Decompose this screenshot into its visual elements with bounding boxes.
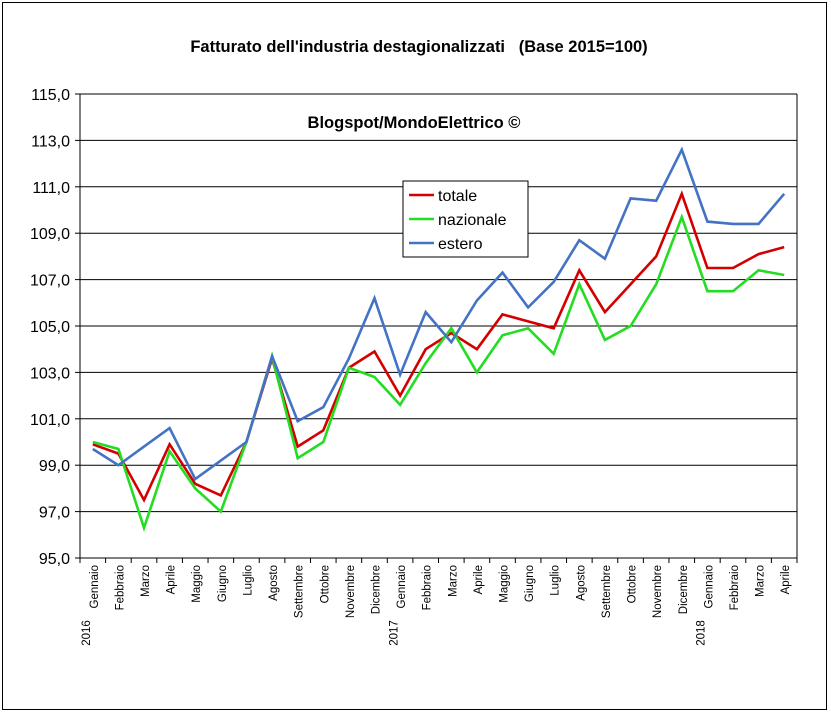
x-tick-label: Febbraio [729,565,741,610]
y-tick-label: 113,0 [31,133,70,150]
x-tick-label: Marzo [140,565,152,597]
x-tick-label: Febbraio [114,565,126,610]
x-tick-label: Luglio [550,565,562,596]
line-chart: Fatturato dell'industria destagionalizza… [30,38,798,646]
x-tick-label: Dicembre [678,565,690,614]
x-tick-label: Novembre [652,565,664,618]
x-tick-label: Giugno [217,565,229,602]
y-tick-label: 99,0 [39,458,70,475]
x-tick-label: Maggio [499,565,511,603]
legend-label: nazionale [438,212,507,229]
legend-label: totale [438,188,477,205]
x-tick-label: Gennaio [396,565,408,608]
legend: totale nazionale estero [402,180,529,258]
year-labels: 2016 2017 2018 [81,620,708,646]
x-tick-label: Febbraio [422,565,434,610]
x-tick-label: Maggio [191,565,203,603]
y-tick-label: 97,0 [39,505,70,522]
y-tick-label: 101,0 [30,412,70,429]
x-tick-label: Marzo [755,565,767,597]
series-line-estero [92,146,786,482]
x-tick-label: Aprile [166,565,178,594]
y-axis-tick-labels: 95,0 97,0 99,0 101,0 103,0 105,0 107,0 109,0 111… [30,87,70,568]
x-tick-label: Ottobre [319,565,331,603]
year-label: 2016 [81,620,93,646]
year-label: 2018 [696,620,708,646]
x-tick-label: Agosto [575,565,587,601]
series-lines [92,146,786,532]
year-label: 2017 [388,620,400,646]
x-tick-label: Marzo [447,565,459,597]
x-tick-label: Aprile [473,565,485,594]
x-tick-label: Settembre [601,565,613,618]
y-tick-label: 95,0 [39,551,70,568]
legend-label: estero [438,236,483,253]
x-axis-tick-labels: Gennaio Febbraio Marzo Aprile Maggio Giugno Lu… [89,565,792,618]
x-tick-label: Gennaio [89,565,101,608]
x-tick-label: Dicembre [370,565,382,614]
x-tick-label: Settembre [294,565,306,618]
y-tick-label: 105,0 [30,319,70,336]
y-tick-label: 103,0 [30,365,70,382]
y-tick-label: 111,0 [32,180,70,197]
x-tick-label: Novembre [345,565,357,618]
y-tick-label: 115,0 [31,87,70,104]
x-tick-label: Aprile [780,565,792,594]
series-line-totale [92,190,785,503]
chart-title: Fatturato dell'industria destagionalizza… [190,38,647,56]
x-tick-label: Ottobre [627,565,639,603]
series-line-nazionale [92,213,785,532]
y-tick-label: 109,0 [30,226,70,243]
x-tick-label: Giugno [524,565,536,602]
y-tick-label: 107,0 [30,273,70,290]
x-tick-label: Gennaio [703,565,715,608]
chart-watermark: Blogspot/MondoElettrico © [308,114,521,132]
x-tick-label: Luglio [242,565,254,596]
x-tick-label: Agosto [268,565,280,601]
